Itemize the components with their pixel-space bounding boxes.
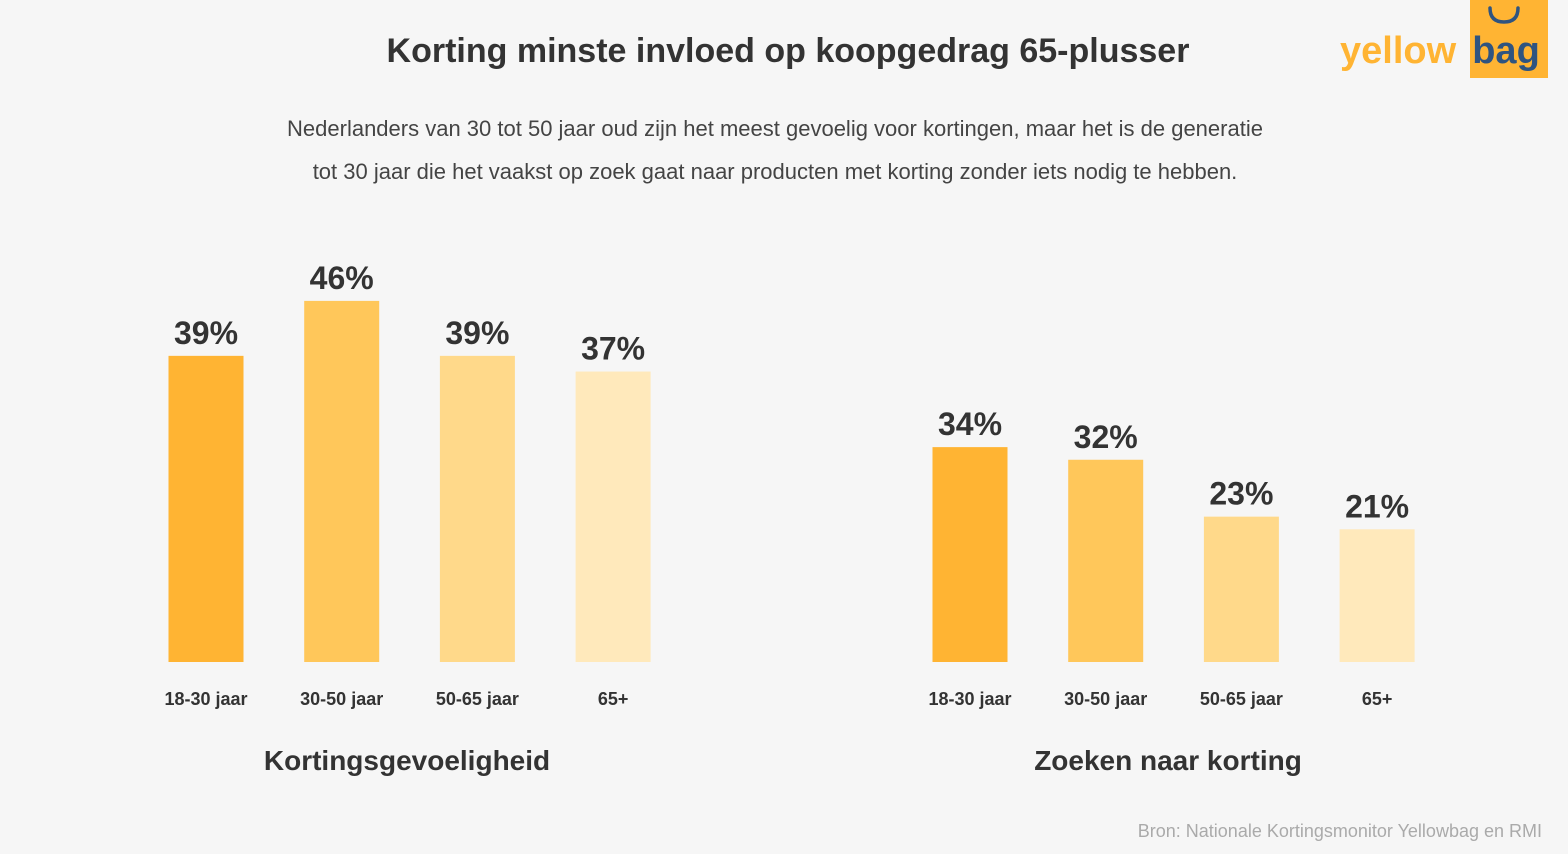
category-label: 65+ <box>598 689 629 709</box>
source-note: Bron: Nationale Kortingsmonitor Yellowba… <box>1137 821 1542 841</box>
category-label: 65+ <box>1362 689 1393 709</box>
logo-text-bag: bag <box>1472 30 1540 72</box>
bar <box>575 371 651 662</box>
smile-icon <box>1488 6 1520 24</box>
data-label: 39% <box>445 315 509 351</box>
category-label: 18-30 jaar <box>164 689 247 709</box>
data-label: 37% <box>581 331 645 367</box>
data-label: 34% <box>938 406 1002 442</box>
data-label: 46% <box>310 260 374 296</box>
bar <box>1339 529 1415 662</box>
data-label: 21% <box>1345 488 1409 524</box>
logo-text-yellow: yellow <box>1340 30 1457 72</box>
bar <box>304 300 380 662</box>
category-label: 18-30 jaar <box>928 689 1011 709</box>
category-label: 30-50 jaar <box>300 689 383 709</box>
chart-subtitle: Zoeken naar korting <box>1034 745 1302 776</box>
yellowbag-logo: yellow bag <box>1338 0 1548 80</box>
logo-bag-box <box>1470 0 1548 78</box>
data-label: 39% <box>174 315 238 351</box>
subtitle-line-2: tot 30 jaar die het vaakst op zoek gaat … <box>312 159 1238 184</box>
data-label: 32% <box>1074 419 1138 455</box>
bar <box>1203 516 1279 662</box>
bar <box>1068 459 1144 662</box>
bar <box>932 447 1008 662</box>
bar <box>439 355 515 662</box>
data-label: 23% <box>1209 476 1273 512</box>
chart-title: Korting minste invloed op koopgedrag 65-… <box>386 32 1190 70</box>
bar <box>168 355 244 662</box>
category-label: 50-65 jaar <box>1200 689 1283 709</box>
chart-subtitle: Kortingsgevoeligheid <box>264 745 550 776</box>
subtitle-line-1: Nederlanders van 30 tot 50 jaar oud zijn… <box>287 116 1263 141</box>
category-label: 30-50 jaar <box>1064 689 1147 709</box>
category-label: 50-65 jaar <box>436 689 519 709</box>
